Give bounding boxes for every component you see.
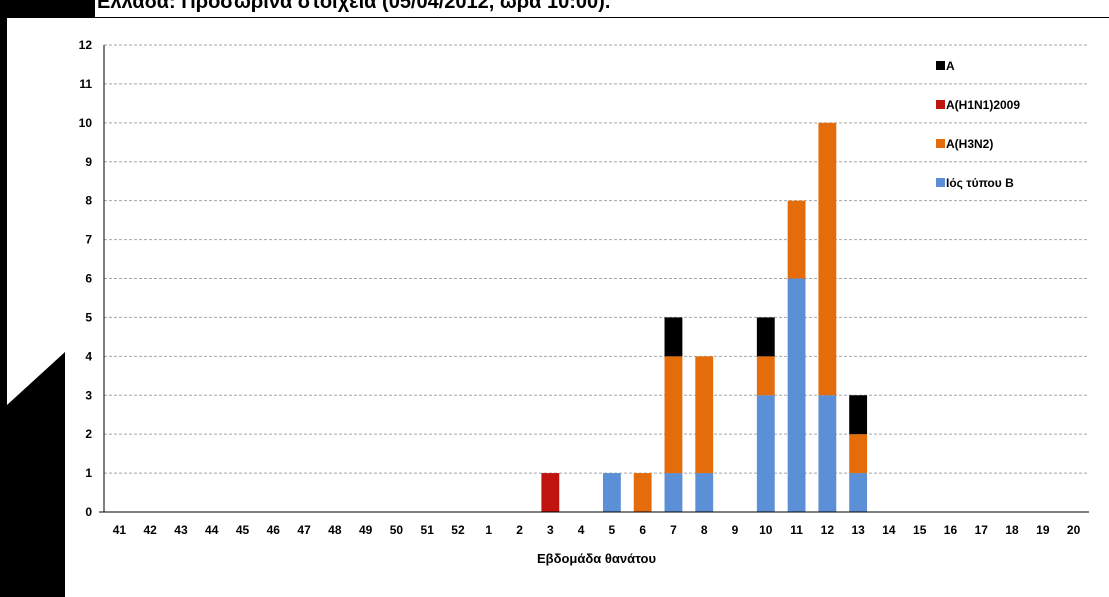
x-tick-label: 9 (732, 523, 739, 537)
x-tick-label: 43 (174, 523, 188, 537)
x-tick-labels: 41 42 43 44 45 46 47 48 49 50 51 52 1 2 3 4 5 6 7 8 9 10 11 12 1… (113, 523, 1081, 537)
y-tick-label: 7 (85, 233, 92, 247)
x-tick-label: 14 (882, 523, 896, 537)
legend-label: Ιός τύπου Β (946, 176, 1014, 190)
x-tick-label: 3 (547, 523, 554, 537)
x-tick-label: 10 (759, 523, 773, 537)
legend-label: A(H1N1)2009 (946, 98, 1020, 112)
corner-cut (7, 352, 65, 597)
header-black-tab (0, 0, 95, 22)
bar-segment (787, 278, 806, 512)
bar-segment (695, 473, 714, 512)
bar-segment (664, 473, 683, 512)
bar-segment (849, 434, 868, 474)
axes (99, 45, 1089, 513)
x-tick-label: 50 (390, 523, 404, 537)
title-rule (95, 17, 1109, 18)
legend-swatch (936, 100, 945, 109)
x-tick-label: 13 (851, 523, 865, 537)
x-tick-label: 2 (516, 523, 523, 537)
x-tick-label: 12 (821, 523, 835, 537)
x-tick-label: 48 (328, 523, 342, 537)
y-tick-label: 11 (79, 77, 92, 91)
grid-lines (104, 44, 1089, 474)
y-tick-label: 1 (85, 466, 92, 480)
x-tick-label: 7 (670, 523, 677, 537)
x-tick-label: 52 (451, 523, 465, 537)
x-tick-label: 49 (359, 523, 373, 537)
legend-swatch (936, 61, 945, 70)
x-tick-label: 4 (578, 523, 585, 537)
bar-segment (602, 473, 621, 512)
x-tick-label: 5 (609, 523, 616, 537)
legend-swatch (936, 178, 945, 187)
x-tick-label: 18 (1005, 523, 1019, 537)
x-tick-label: 6 (639, 523, 646, 537)
bar-segment (756, 317, 775, 357)
y-tick-label: 6 (85, 272, 92, 286)
bar-segment (756, 395, 775, 512)
x-tick-label: 42 (143, 523, 157, 537)
bar-segment (695, 356, 714, 474)
x-tick-label: 11 (790, 523, 803, 537)
x-tick-label: 44 (205, 523, 219, 537)
x-tick-label: 15 (913, 523, 927, 537)
y-tick-label: 3 (85, 388, 92, 402)
x-axis-title: Εβδομάδα θανάτου (537, 551, 656, 566)
y-tick-label: 8 (85, 194, 92, 208)
x-tick-label: 46 (267, 523, 281, 537)
legend-label: A(H3N2) (946, 137, 993, 151)
y-tick-label: 10 (79, 116, 93, 130)
x-tick-label: 45 (236, 523, 250, 537)
legend-label: A (946, 59, 955, 73)
y-tick-label: 0 (85, 505, 92, 519)
bar-segment (541, 473, 560, 512)
bar-segment (787, 200, 806, 279)
x-tick-label: 19 (1036, 523, 1050, 537)
x-tick-label: 1 (485, 523, 492, 537)
x-tick-label: 51 (421, 523, 435, 537)
bar-segment (633, 473, 652, 512)
x-tick-label: 47 (297, 523, 311, 537)
x-tick-label: 16 (944, 523, 958, 537)
header-strip (0, 0, 1109, 22)
x-tick-label: 41 (113, 523, 127, 537)
y-tick-label: 2 (85, 427, 92, 441)
bar-segment (849, 473, 868, 512)
y-tick-label: 4 (85, 349, 92, 363)
legend: A A(H1N1)2009 A(H3N2) Ιός τύπου Β (936, 59, 1020, 190)
x-tick-label: 17 (975, 523, 989, 537)
bar-segment (818, 395, 837, 512)
page-title: Ελλάδα: Προσωρινά στοιχεία (05/04/2012, … (97, 0, 611, 13)
bars (541, 122, 868, 512)
bar-segment (664, 317, 683, 357)
bar-segment (818, 122, 837, 396)
x-tick-label: 8 (701, 523, 708, 537)
bar-segment (756, 356, 775, 396)
y-tick-label: 9 (85, 155, 92, 169)
legend-swatch (936, 139, 945, 148)
y-tick-label: 5 (85, 310, 92, 324)
y-tick-label: 12 (79, 38, 93, 52)
chart-panel: 0 1 2 3 4 5 6 7 8 9 10 11 12 41 42 43 44 45 46 47 48 49 50 51 5… (7, 18, 1109, 597)
x-tick-label: 20 (1067, 523, 1081, 537)
bar-segment (664, 356, 683, 474)
bar-segment (849, 395, 868, 435)
